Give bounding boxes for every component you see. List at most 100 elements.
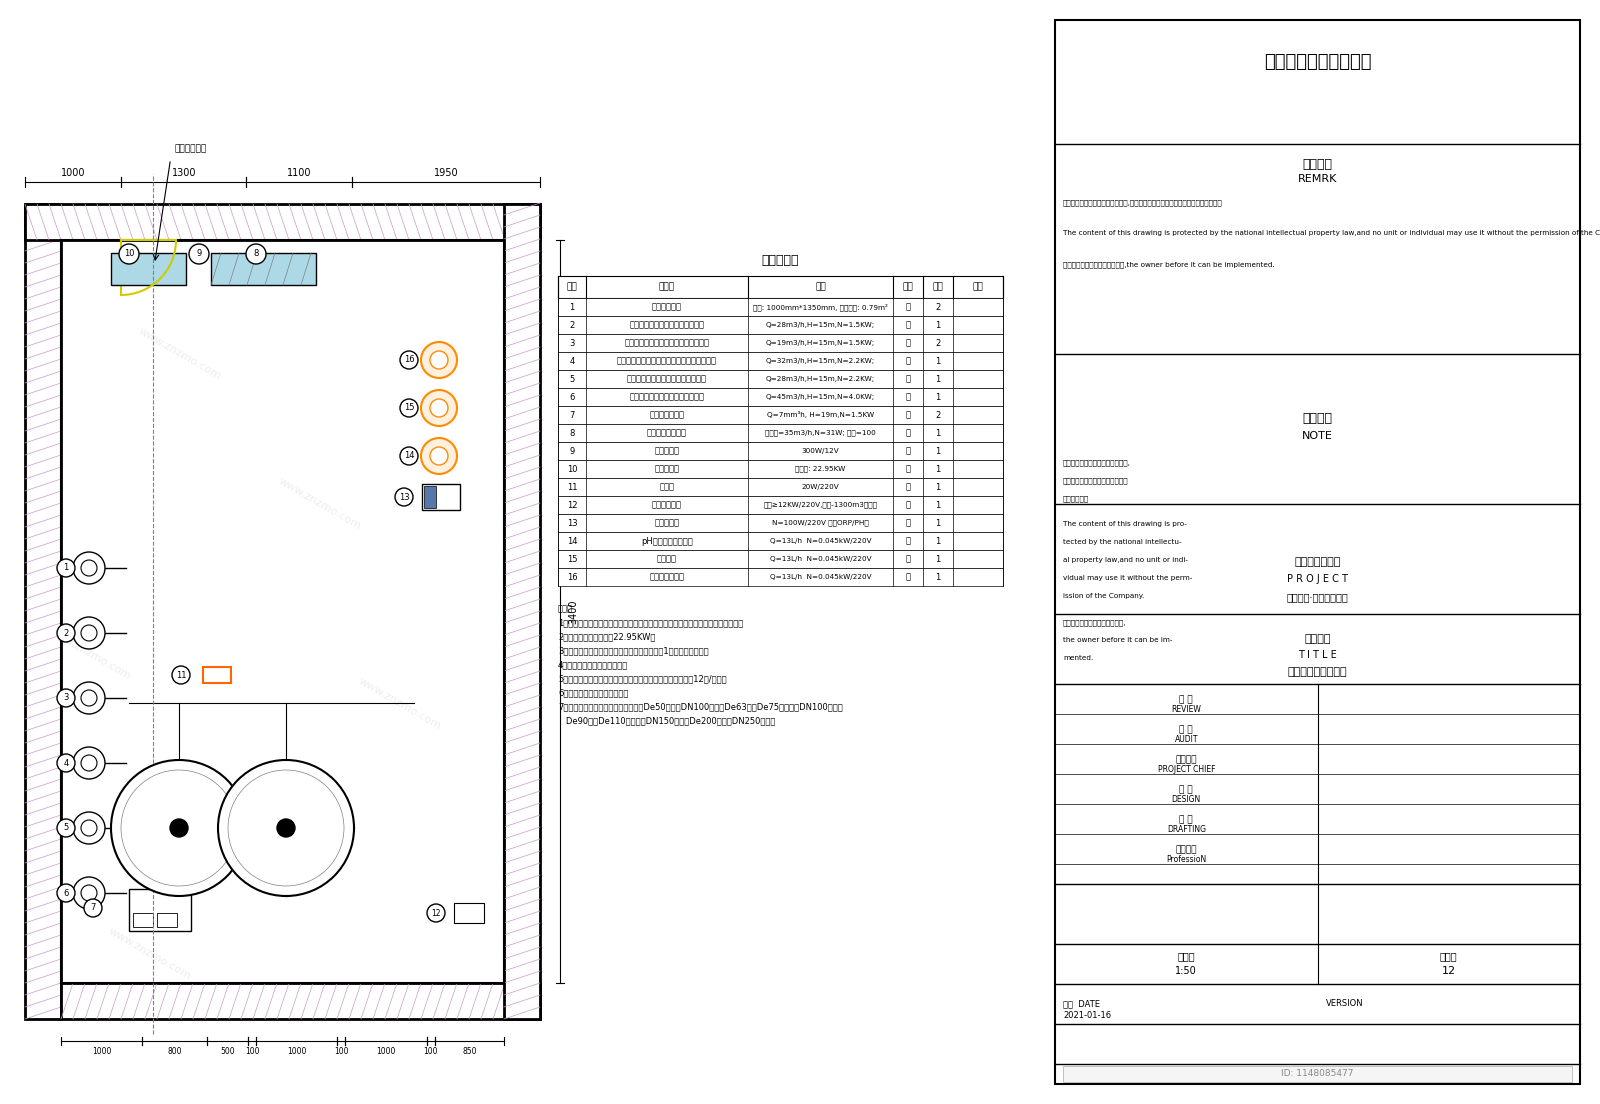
Text: 1: 1 [936,519,941,528]
Text: 防水变压器: 防水变压器 [654,446,680,456]
Text: 2: 2 [570,320,574,329]
Bar [26,204,541,240]
Text: 主要设备表: 主要设备表 [762,255,800,267]
Text: Q=13L/h  N=0.045kW/220V: Q=13L/h N=0.045kW/220V [770,574,872,580]
Circle shape [58,559,75,577]
Text: 1: 1 [936,374,941,383]
Text: 本图纸须经业主批准后方可实施,the owner before it can be implemented.: 本图纸须经业主批准后方可实施,the owner before it can b… [1062,261,1275,267]
Text: 2: 2 [936,411,941,420]
Text: 4、机房设备基础由甲方完成。: 4、机房设备基础由甲方完成。 [558,660,629,669]
Circle shape [400,351,418,369]
Text: 6: 6 [64,889,69,898]
Text: 儿童池拉水帘水泵（带毛发过滤器）: 儿童池拉水帘水泵（带毛发过滤器） [627,374,707,383]
Bar [133,913,154,927]
Text: 直径: 1000mm*1350mm, 过滤面积: 0.79m²: 直径: 1000mm*1350mm, 过滤面积: 0.79m² [754,304,888,311]
Text: REVIEW: REVIEW [1171,704,1202,713]
Circle shape [74,813,106,843]
Text: ProfessioN: ProfessioN [1166,854,1206,863]
Text: 台: 台 [906,554,910,563]
Text: 用电量: 22.95KW: 用电量: 22.95KW [795,466,846,473]
Bar [1054,20,1581,1084]
Bar [558,298,1003,316]
Text: www.znzmo.com: www.znzmo.com [277,476,363,532]
Text: 4: 4 [64,758,69,767]
Text: 1: 1 [936,320,941,329]
Text: 6: 6 [570,393,574,402]
Text: 套: 套 [906,465,910,474]
Text: 3: 3 [570,339,574,348]
Circle shape [400,447,418,465]
Text: ID: 1148085477: ID: 1148085477 [1282,1070,1354,1079]
Circle shape [110,760,246,896]
Bar [558,316,1003,335]
Text: 顶出过滤砂缸: 顶出过滤砂缸 [653,302,682,311]
Text: 1: 1 [936,500,941,510]
Text: 1: 1 [570,302,574,311]
Text: 配电控制箱: 配电控制箱 [654,465,680,474]
Text: The content of this drawing is pro-: The content of this drawing is pro- [1062,521,1187,527]
Bar [558,406,1003,424]
Text: 1: 1 [936,428,941,437]
Circle shape [58,624,75,643]
Text: 处理量=35m3/h,N=31W; 接口=100: 处理量=35m3/h,N=31W; 接口=100 [765,429,875,436]
Text: 1: 1 [936,357,941,365]
Text: 中国机械·海华东源项目: 中国机械·海华东源项目 [1286,592,1349,602]
Text: 11: 11 [176,670,186,679]
Text: 比　例: 比 例 [1178,951,1195,960]
Text: 说　　明: 说 明 [1304,634,1331,644]
Text: www.znzmo.com: www.znzmo.com [46,626,133,682]
Circle shape [58,689,75,707]
Text: 儿童池过滤循环水泵（带毛发过滤器）: 儿童池过滤循环水泵（带毛发过滤器） [624,339,709,348]
Text: 台: 台 [906,339,910,348]
Bar [110,253,186,285]
Circle shape [58,819,75,837]
Text: 15: 15 [403,403,414,413]
Text: www.znzmo.com: www.znzmo.com [107,926,194,981]
Circle shape [74,552,106,584]
Text: 4: 4 [570,357,574,365]
Text: 台: 台 [906,320,910,329]
Text: 台: 台 [906,411,910,420]
Text: 功率≥12KW/220V,风量-1300m3热气量: 功率≥12KW/220V,风量-1300m3热气量 [763,501,877,508]
Text: al property law,and no unit or indi-: al property law,and no unit or indi- [1062,558,1187,563]
Text: 备　　注: 备 注 [1302,158,1333,170]
Text: 校 对: 校 对 [1179,725,1194,734]
Bar [558,460,1003,478]
Text: 1: 1 [936,554,941,563]
Bar [558,335,1003,352]
Text: 850: 850 [462,1047,477,1055]
Text: 8: 8 [570,428,574,437]
Bar [558,496,1003,514]
Text: 7、所有管道穿墙均使用相应的套管：De50管使用DN100套管；De63管和De75管均使用DN100套管；: 7、所有管道穿墙均使用相应的套管：De50管使用DN100套管；De63管和De… [558,702,843,711]
Bar [130,889,190,931]
Text: 说　　明: 说 明 [1302,413,1333,425]
Text: 参数: 参数 [814,283,826,291]
Text: 6、机房设备照明由甲方完成。: 6、机房设备照明由甲方完成。 [558,688,629,697]
Text: 300W/12V: 300W/12V [802,448,840,454]
Circle shape [82,625,98,641]
Text: 2、机房的总用电量为：22.95KW。: 2、机房的总用电量为：22.95KW。 [558,631,656,641]
Circle shape [74,877,106,909]
Text: 9: 9 [197,250,202,258]
Text: 台: 台 [906,519,910,528]
Text: 9: 9 [570,446,574,456]
Circle shape [82,560,98,576]
Bar [558,352,1003,370]
Bar [558,532,1003,550]
Text: ission of the Company.: ission of the Company. [1062,593,1144,599]
Text: 机房设备尺寸交位图: 机房设备尺寸交位图 [1288,667,1347,677]
Text: Q=13L/h  N=0.045kW/220V: Q=13L/h N=0.045kW/220V [770,538,872,544]
Text: 设 计: 设 计 [1179,786,1194,795]
Circle shape [246,244,266,264]
Bar [211,253,317,285]
Text: Q=28m3/h,H=15m,N=2.2KW;: Q=28m3/h,H=15m,N=2.2KW; [766,376,875,382]
Text: 1000: 1000 [61,168,85,178]
Text: 2: 2 [936,339,941,348]
Text: 1:50: 1:50 [1176,966,1197,976]
Text: www.znzmo.com: www.znzmo.com [187,826,274,882]
Text: 台: 台 [906,573,910,582]
Text: 套: 套 [906,428,910,437]
Circle shape [421,342,458,378]
Bar [504,204,541,1019]
Text: 13: 13 [398,492,410,501]
